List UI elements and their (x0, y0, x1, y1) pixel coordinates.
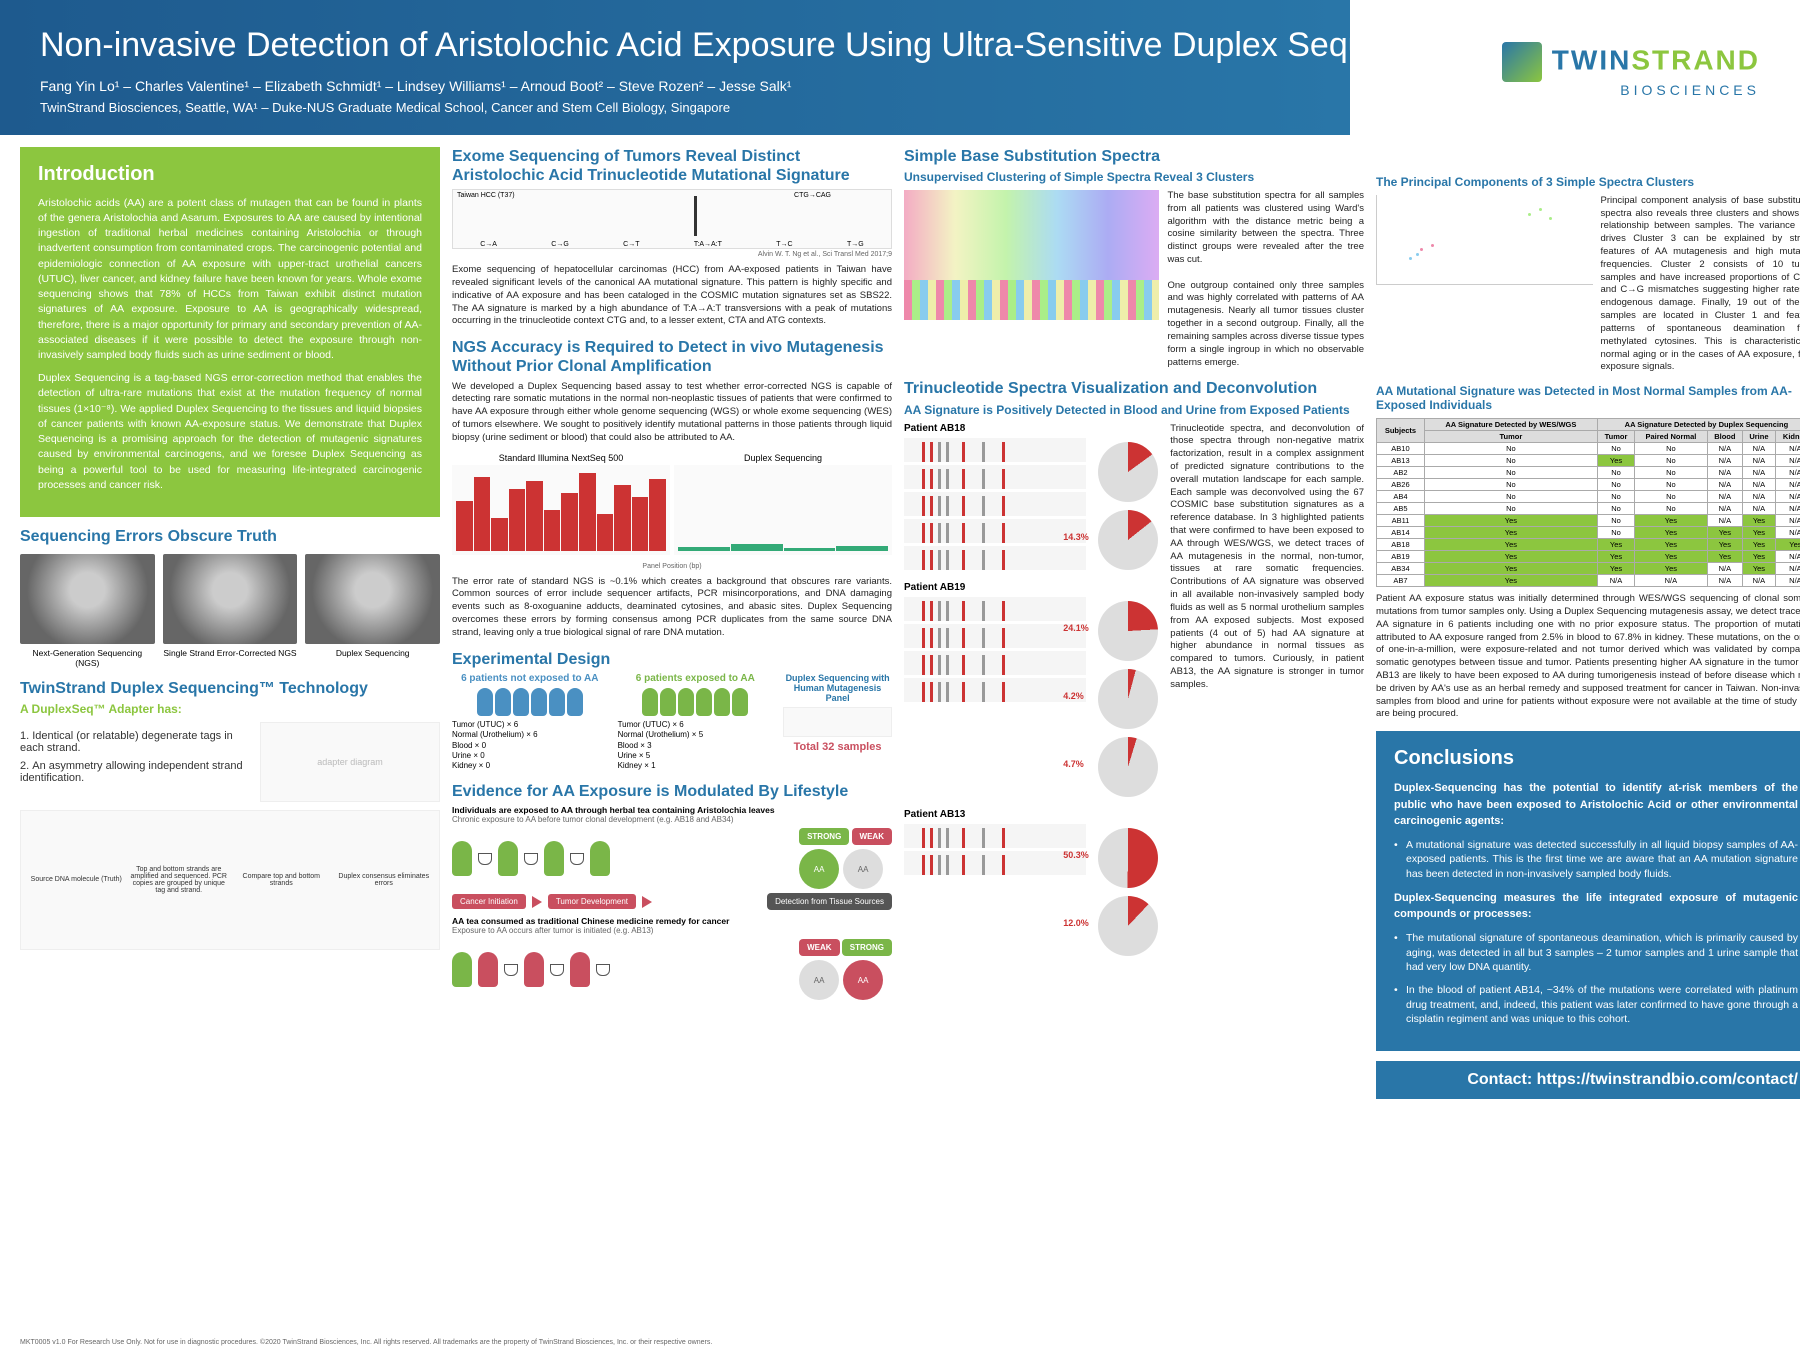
detection-table-section: AA Mutational Signature was Detected in … (1376, 384, 1800, 721)
errors-section: Sequencing Errors Obscure Truth Next-Gen… (20, 527, 440, 669)
errors-heading: Sequencing Errors Obscure Truth (20, 527, 440, 546)
intro-p1: Aristolochic acids (AA) are a potent cla… (38, 196, 422, 363)
duplex-workflow-diagram: Source DNA molecule (Truth) Top and bott… (20, 810, 440, 950)
contact-bar: Contact: https://twinstrandbio.com/conta… (1376, 1061, 1800, 1099)
logo-mark-icon (1502, 42, 1542, 82)
company-logo: TWINSTRAND BIOSCIENCES (1502, 42, 1760, 98)
affiliations-line: TwinStrand Biosciences, Seattle, WA¹ – D… (40, 100, 1501, 115)
pie-ab13-1: 50.3% (1098, 828, 1158, 888)
trinuc-section: Trinucleotide Spectra Visualization and … (904, 379, 1364, 967)
clustering-subheading: Unsupervised Clustering of Simple Spectr… (904, 170, 1364, 184)
introduction-block: Introduction Aristolochic acids (AA) are… (20, 147, 440, 517)
trinuc-heading: Trinucleotide Spectra Visualization and … (904, 379, 1364, 398)
clustering-text: The base substitution spectra for all sa… (1167, 190, 1364, 369)
adapter-item-2: An asymmetry allowing independent strand… (20, 760, 250, 784)
pie-ab18-2: 14.3% (1098, 510, 1158, 570)
pca-scatter (1376, 195, 1593, 285)
pie-ab13-2: 12.0% (1098, 896, 1158, 956)
design-section: Experimental Design 6 patients not expos… (452, 650, 892, 772)
duplex-chart (674, 465, 892, 555)
pie-ab19-2: 4.2% (1098, 669, 1158, 729)
intro-heading: Introduction (38, 163, 422, 186)
accuracy-p2: The error rate of standard NGS is ~0.1% … (452, 576, 892, 640)
accuracy-heading: NGS Accuracy is Required to Detect in vi… (452, 338, 892, 376)
portrait-duplex (305, 554, 440, 644)
lifestyle-heading: Evidence for AA Exposure is Modulated By… (452, 782, 892, 801)
lifestyle-section: Evidence for AA Exposure is Modulated By… (452, 782, 892, 1004)
exome-section: Exome Sequencing of Tumors Reveal Distin… (452, 147, 892, 328)
design-heading: Experimental Design (452, 650, 892, 669)
trinuc-text-l: Trinucleotide spectra, and deconvolution… (1170, 423, 1364, 968)
accuracy-section: NGS Accuracy is Required to Detect in vi… (452, 338, 892, 640)
portrait-ngs (20, 554, 155, 644)
aa-signature-chart: Taiwan HCC (T37) CTG→CAG C→AC→GC→TT:A→A:… (452, 189, 892, 249)
pca-text: Principal component analysis of base sub… (1601, 195, 1800, 374)
technology-section: TwinStrand Duplex Sequencing™ Technology… (20, 679, 440, 950)
concl-lead1: Duplex-Sequencing has the potential to i… (1394, 780, 1798, 830)
adapter-diagram: adapter diagram (260, 722, 440, 802)
detection-text: Patient AA exposure status was initially… (1376, 593, 1800, 721)
poster-title: Non-invasive Detection of Aristolochic A… (40, 25, 1501, 66)
concl-b1: A mutational signature was detected succ… (1394, 838, 1798, 882)
accuracy-p1: We developed a Duplex Sequencing based a… (452, 381, 892, 445)
pca-subheading: The Principal Components of 3 Simple Spe… (1376, 175, 1800, 189)
exome-text: Exome sequencing of hepatocellular carci… (452, 264, 892, 328)
pie-ab19-3: 4.7% (1098, 737, 1158, 797)
intro-p2: Duplex Sequencing is a tag-based NGS err… (38, 371, 422, 493)
conclusions-block: Conclusions Duplex-Sequencing has the po… (1376, 731, 1800, 1051)
portrait-single-strand (163, 554, 298, 644)
concl-b3: In the blood of patient AB14, ~34% of th… (1394, 983, 1798, 1027)
stacked-bars (904, 280, 1159, 320)
detection-table: SubjectsAA Signature Detected by WES/WGS… (1376, 418, 1800, 587)
positive-detect-subheading: AA Signature is Positively Detected in B… (904, 403, 1364, 417)
spectra-heading: Simple Base Substitution Spectra (904, 147, 1364, 166)
tech-heading: TwinStrand Duplex Sequencing™ Technology (20, 679, 440, 698)
person-icon (452, 841, 472, 876)
concl-lead2: Duplex-Sequencing measures the life inte… (1394, 890, 1798, 923)
detection-subheading: AA Mutational Signature was Detected in … (1376, 384, 1800, 412)
adapter-item-1: Identical (or relatable) degenerate tags… (20, 730, 250, 754)
concl-b2: The mutational signature of spontaneous … (1394, 931, 1798, 975)
pca-section: The Principal Components of 3 Simple Spe… (1376, 147, 1800, 374)
poster-header: Non-invasive Detection of Aristolochic A… (0, 0, 1800, 135)
authors-line: Fang Yin Lo¹ – Charles Valentine¹ – Eliz… (40, 78, 1501, 94)
footer-disclaimer: MKT0005 v1.0 For Research Use Only. Not … (0, 1335, 1800, 1350)
clustering-heatmap (904, 190, 1159, 280)
panel-icon (783, 707, 892, 737)
exome-citation: Alvin W. T. Ng et al., Sci Transl Med 20… (452, 251, 892, 258)
conclusions-heading: Conclusions (1394, 747, 1798, 770)
nextseq-chart (452, 465, 670, 555)
spectra-section: Simple Base Substitution Spectra Unsuper… (904, 147, 1364, 370)
pie-ab19-1: 24.1% (1098, 601, 1158, 661)
adapter-subheading: A DuplexSeq™ Adapter has: (20, 702, 440, 716)
exome-heading: Exome Sequencing of Tumors Reveal Distin… (452, 147, 892, 185)
pie-ab18-1 (1098, 442, 1158, 502)
